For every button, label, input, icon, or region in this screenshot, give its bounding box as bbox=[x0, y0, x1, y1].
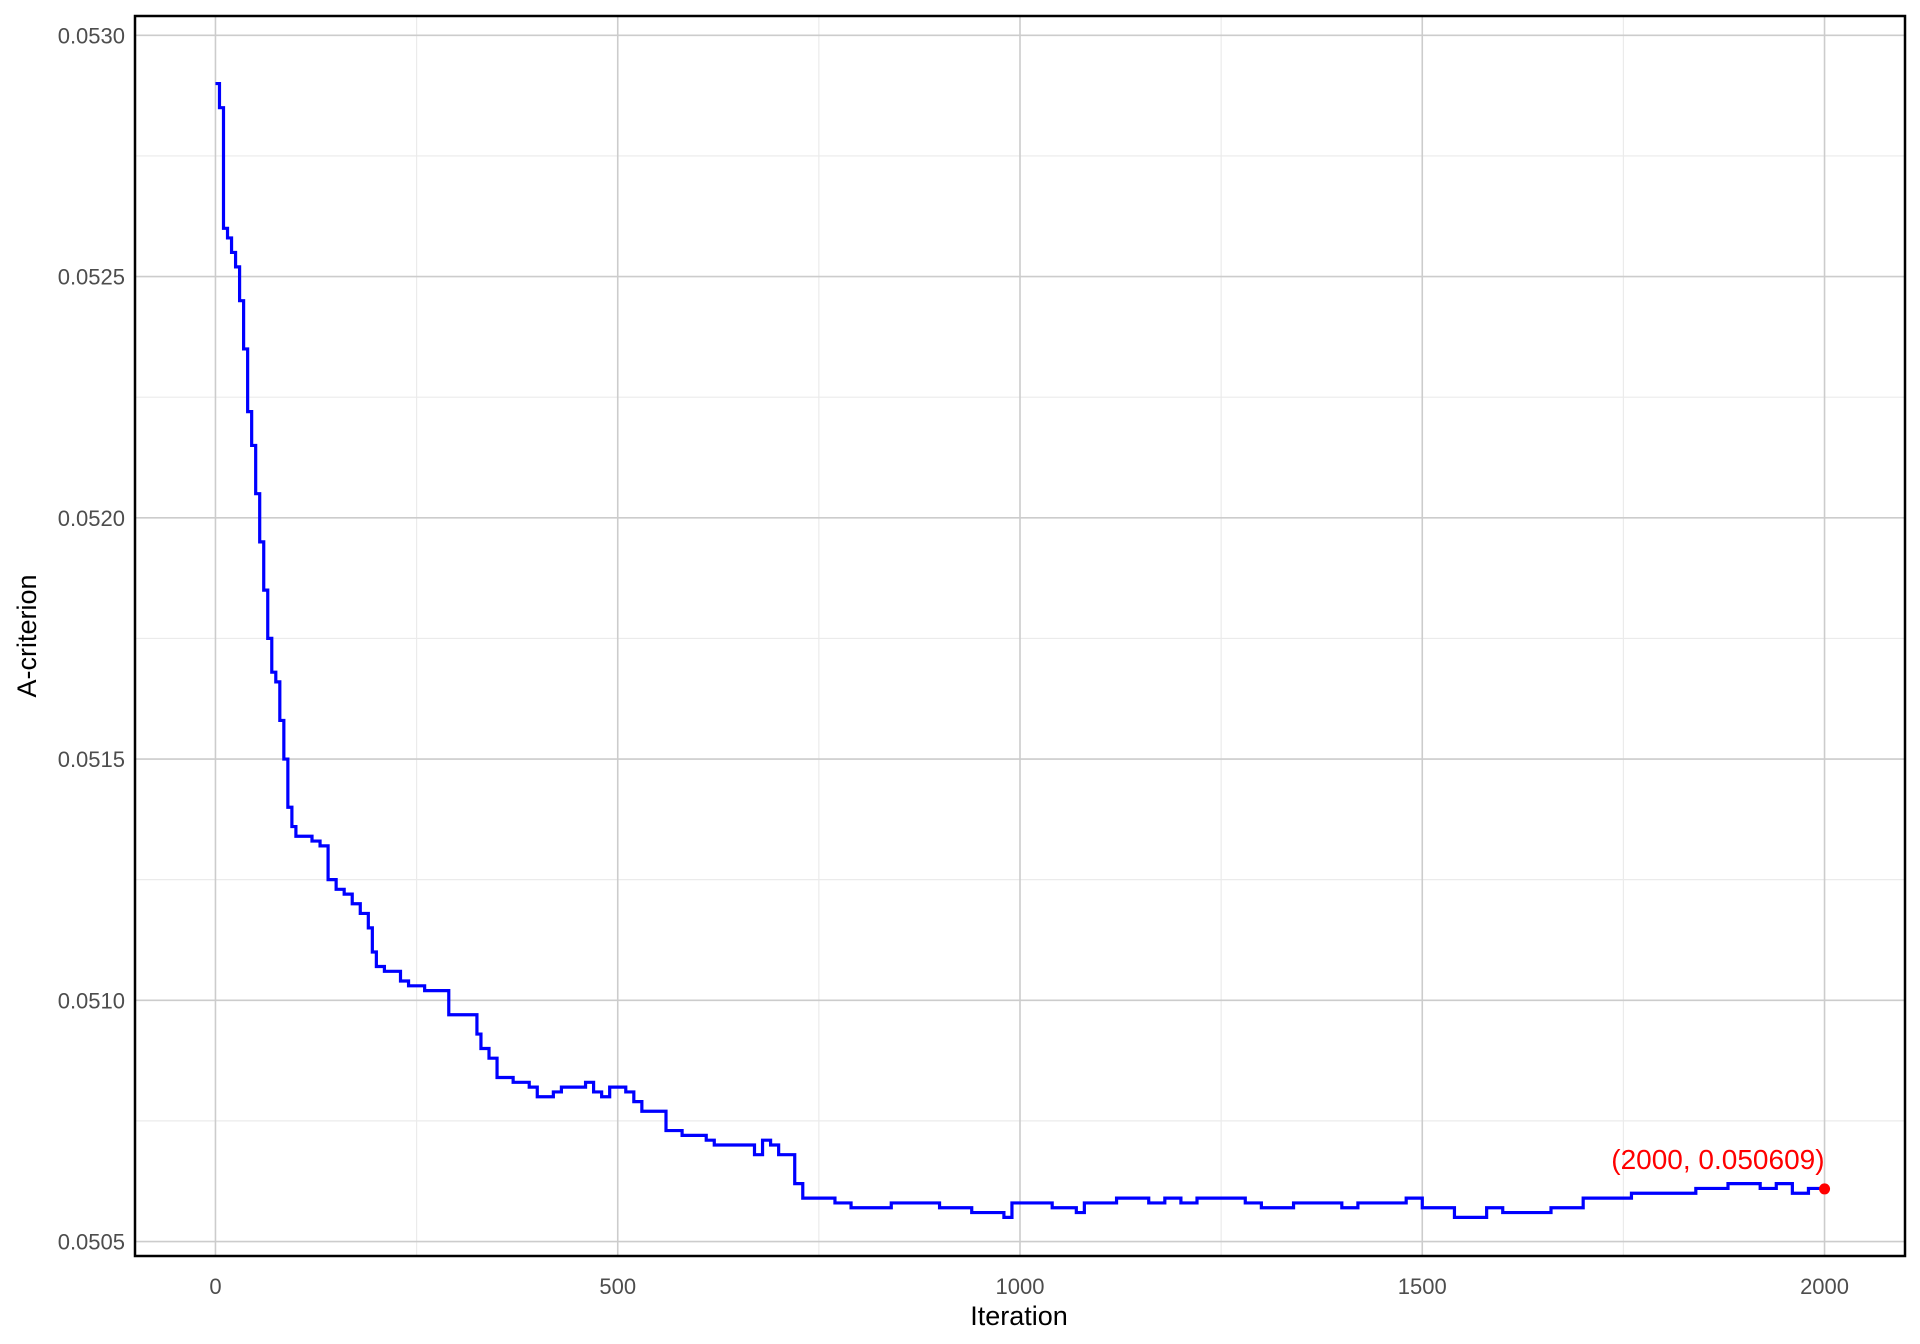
final-point-label: (2000, 0.050609) bbox=[1611, 1144, 1824, 1175]
y-tick-label: 0.0520 bbox=[58, 506, 125, 531]
highlight-layer: (2000, 0.050609) bbox=[1611, 1144, 1831, 1195]
major-gridlines bbox=[135, 16, 1905, 1256]
y-axis-ticks: 0.0505 0.0510 0.0515 0.0520 0.0525 0.0530 bbox=[58, 23, 125, 1254]
plot-panel-border bbox=[133, 14, 1907, 1258]
y-tick-label: 0.0530 bbox=[58, 23, 125, 48]
x-tick-label: 500 bbox=[599, 1274, 636, 1299]
x-tick-label: 1500 bbox=[1398, 1274, 1447, 1299]
final-point-marker bbox=[1819, 1183, 1831, 1195]
series-layer bbox=[215, 81, 1827, 1219]
x-axis-title: Iteration bbox=[970, 1301, 1068, 1331]
series-line bbox=[215, 81, 1827, 1219]
y-tick-label: 0.0525 bbox=[58, 265, 125, 290]
x-tick-label: 0 bbox=[209, 1274, 221, 1299]
y-tick-label: 0.0515 bbox=[58, 747, 125, 772]
y-tick-label: 0.0510 bbox=[58, 988, 125, 1013]
x-tick-label: 2000 bbox=[1800, 1274, 1849, 1299]
y-tick-label: 0.0505 bbox=[58, 1230, 125, 1255]
x-axis-ticks: 0 500 1000 1500 2000 bbox=[209, 1274, 1849, 1299]
x-tick-label: 1000 bbox=[996, 1274, 1045, 1299]
y-axis-title: A-criterion bbox=[12, 574, 42, 697]
